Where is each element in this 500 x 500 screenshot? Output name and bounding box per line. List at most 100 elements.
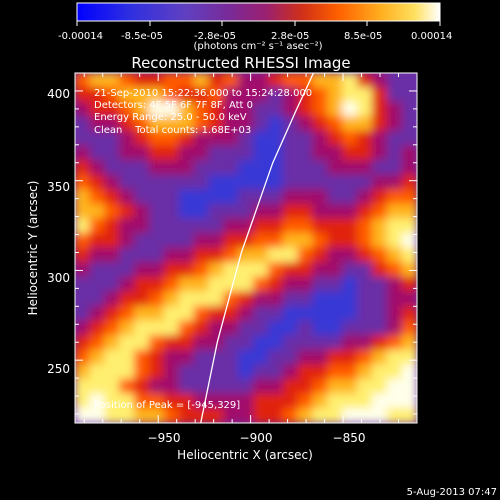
- heatmap-cell: [371, 349, 388, 366]
- heatmap-cell: [342, 232, 359, 249]
- heatmap-cell: [148, 130, 165, 147]
- heatmap-cell: [312, 232, 329, 249]
- heatmap-cell: [327, 276, 344, 293]
- heatmap-cell: [104, 291, 121, 307]
- heatmap-cell: [282, 247, 299, 264]
- heatmap-cell: [119, 407, 135, 423]
- heatmap-cell: [267, 203, 284, 220]
- heatmap-cell: [75, 335, 91, 351]
- heatmap-cell: [104, 276, 121, 293]
- heatmap-cell: [297, 145, 314, 161]
- heatmap-cell: [178, 407, 195, 423]
- y-axis-label: Heliocentric Y (arcsec): [26, 181, 40, 316]
- heatmap-cell: [75, 145, 91, 161]
- heatmap-cell: [252, 160, 269, 176]
- heatmap-cell: [89, 203, 106, 220]
- heatmap-cell: [342, 87, 359, 103]
- heatmap-cell: [178, 218, 195, 234]
- heatmap-cell: [386, 335, 403, 351]
- heatmap-cell: [163, 116, 180, 132]
- heatmap-cell: [371, 232, 388, 249]
- heatmap-cell: [386, 203, 403, 220]
- heatmap-cell: [297, 349, 314, 366]
- heatmap-cell: [75, 364, 91, 380]
- annotation-detectors: Detectors: 4F 5F 6F 7F 8F, Att 0: [94, 100, 253, 111]
- heatmap-cell: [193, 116, 210, 132]
- heatmap-cell: [252, 305, 269, 322]
- heatmap-cell: [238, 203, 254, 220]
- heatmap-cell: [327, 247, 344, 264]
- heatmap-cell: [342, 291, 359, 307]
- heatmap-cell: [223, 174, 240, 191]
- heatmap-cell: [223, 305, 240, 322]
- heatmap-cell: [267, 378, 284, 395]
- heatmap-cell: [119, 262, 135, 278]
- heatmap-cell: [267, 364, 284, 380]
- heatmap-cell: [371, 160, 388, 176]
- heatmap-cell: [371, 145, 388, 161]
- heatmap-cell: [342, 247, 359, 264]
- heatmap-cell: [193, 349, 210, 366]
- heatmap-cell: [193, 407, 210, 423]
- heatmap-cell: [104, 349, 121, 366]
- heatmap-cell: [312, 247, 329, 264]
- heatmap-cell: [386, 247, 403, 264]
- heatmap-cell: [342, 407, 359, 423]
- heatmap-cell: [386, 73, 403, 89]
- heatmap-cell: [148, 145, 165, 161]
- heatmap-cell: [163, 335, 180, 351]
- heatmap-cell: [371, 320, 388, 336]
- heatmap-cell: [178, 364, 195, 380]
- heatmap-cell: [178, 305, 195, 322]
- colorbar-tick-label: -2.8e-05: [194, 31, 236, 42]
- x-tick-label: −850: [333, 431, 366, 445]
- heatmap-cell: [133, 203, 150, 220]
- heatmap-cell: [104, 189, 121, 205]
- heatmap-cell: [208, 218, 225, 234]
- heatmap-cell: [193, 160, 210, 176]
- y-tick-label: 250: [47, 362, 70, 376]
- heatmap-cell: [327, 189, 344, 205]
- heatmap-cell: [238, 291, 254, 307]
- heatmap-cell: [223, 407, 240, 423]
- x-tick-label: −900: [240, 431, 273, 445]
- heatmap-cell: [401, 291, 417, 307]
- heatmap-cell: [312, 160, 329, 176]
- heatmap-cell: [312, 218, 329, 234]
- heatmap-cell: [148, 218, 165, 234]
- heatmap-cell: [178, 116, 195, 132]
- heatmap-cell: [148, 73, 165, 89]
- heatmap-cell: [104, 130, 121, 147]
- heatmap-cell: [193, 101, 210, 118]
- heatmap-cell: [297, 364, 314, 380]
- heatmap-cell: [104, 262, 121, 278]
- heatmap-cell: [193, 174, 210, 191]
- heatmap-cell: [267, 393, 284, 409]
- heatmap-cell: [401, 101, 417, 118]
- heatmap-cell: [89, 335, 106, 351]
- heatmap-cell: [386, 276, 403, 293]
- heatmap-cell: [297, 335, 314, 351]
- heatmap-cell: [163, 130, 180, 147]
- heatmap-cell: [401, 335, 417, 351]
- heatmap-cell: [357, 378, 373, 395]
- heatmap-cell: [89, 305, 106, 322]
- heatmap-cell: [89, 101, 106, 118]
- heatmap-cell: [208, 232, 225, 249]
- heatmap: [75, 73, 417, 423]
- heatmap-cell: [119, 291, 135, 307]
- heatmap-cell: [267, 262, 284, 278]
- heatmap-cell: [133, 364, 150, 380]
- heatmap-cell: [89, 291, 106, 307]
- heatmap-cell: [297, 203, 314, 220]
- heatmap-cell: [148, 101, 165, 118]
- heatmap-cell: [208, 305, 225, 322]
- heatmap-cell: [119, 393, 135, 409]
- heatmap-cell: [312, 189, 329, 205]
- heatmap-cell: [208, 189, 225, 205]
- heatmap-cell: [297, 320, 314, 336]
- heatmap-cell: [312, 320, 329, 336]
- heatmap-cell: [371, 335, 388, 351]
- colorbar-tick-label: -0.00014: [58, 31, 103, 42]
